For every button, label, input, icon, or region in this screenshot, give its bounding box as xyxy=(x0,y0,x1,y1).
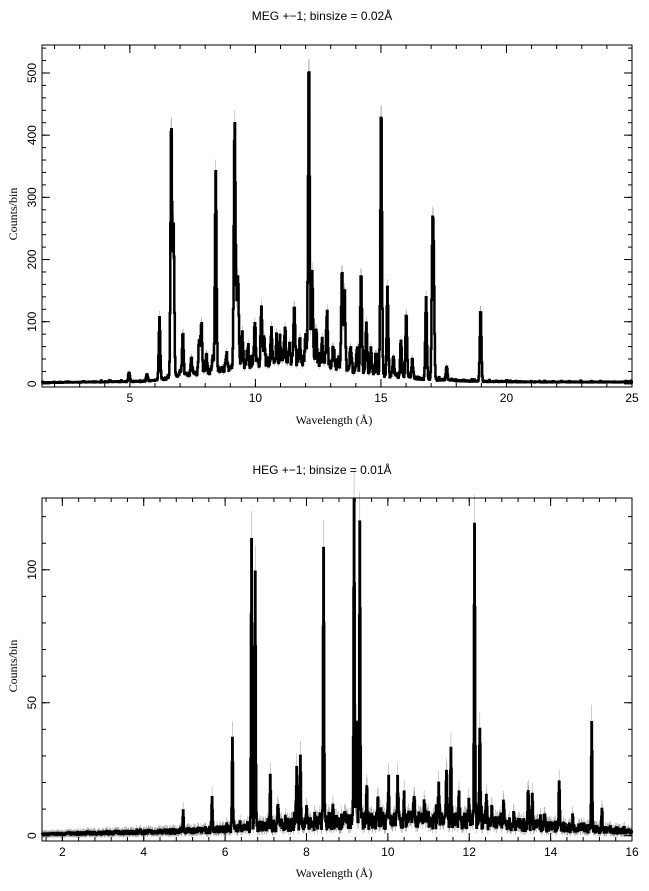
plot-frame xyxy=(41,497,633,842)
error-bars xyxy=(41,58,633,384)
y-tick-label: 50 xyxy=(25,696,39,710)
x-tick-label: 15 xyxy=(374,391,388,405)
spectrum-line xyxy=(41,71,633,385)
x-tick-label: 10 xyxy=(249,391,263,405)
y-tick-label: 0 xyxy=(25,832,39,839)
y-tick-label: 100 xyxy=(25,559,39,579)
spectrum-marks xyxy=(40,469,634,838)
x-tick-label: 2 xyxy=(59,845,66,859)
x-tick-label: 5 xyxy=(127,391,134,405)
plot-frame xyxy=(41,44,633,388)
error-bars xyxy=(41,469,633,838)
y-tick-label: 0 xyxy=(25,380,39,387)
x-axis-label: Wavelength (Å) xyxy=(296,413,373,427)
y-tick-label: 300 xyxy=(25,187,39,207)
spectrum-line xyxy=(40,498,634,837)
axis-ticks: 2 4 6 8 10 12 14 16 0 50 100 xyxy=(25,498,639,859)
x-tick-label: 6 xyxy=(222,845,229,859)
y-tick-label: 400 xyxy=(25,125,39,145)
y-axis-label: Counts/bin xyxy=(6,640,20,693)
y-tick-label: 100 xyxy=(25,311,39,331)
x-tick-label: 25 xyxy=(625,391,639,405)
x-tick-label: 4 xyxy=(140,845,147,859)
x-tick-label: 10 xyxy=(381,845,395,859)
y-axis-label: Counts/bin xyxy=(6,188,20,241)
chart-panel-heg: HEG +−1; binsize = 0.01Å Wavelength (Å) … xyxy=(6,462,639,880)
chart-title: HEG +−1; binsize = 0.01Å xyxy=(252,462,391,477)
x-tick-label: 8 xyxy=(303,845,310,859)
y-tick-label: 200 xyxy=(25,249,39,269)
spectrum-marks xyxy=(41,58,633,385)
chart-title: MEG +−1; binsize = 0.02Å xyxy=(252,8,392,23)
x-tick-label: 14 xyxy=(544,845,558,859)
chart-panel-meg: MEG +−1; binsize = 0.02Å Wavelength (Å) … xyxy=(6,8,639,427)
x-tick-label: 12 xyxy=(463,845,477,859)
x-tick-label: 20 xyxy=(500,391,514,405)
y-tick-label: 500 xyxy=(25,63,39,83)
x-tick-label: 16 xyxy=(625,845,639,859)
axis-ticks: 5 10 15 20 25 0 100 200 300 400 500 xyxy=(25,45,639,405)
x-axis-label: Wavelength (Å) xyxy=(296,866,373,880)
